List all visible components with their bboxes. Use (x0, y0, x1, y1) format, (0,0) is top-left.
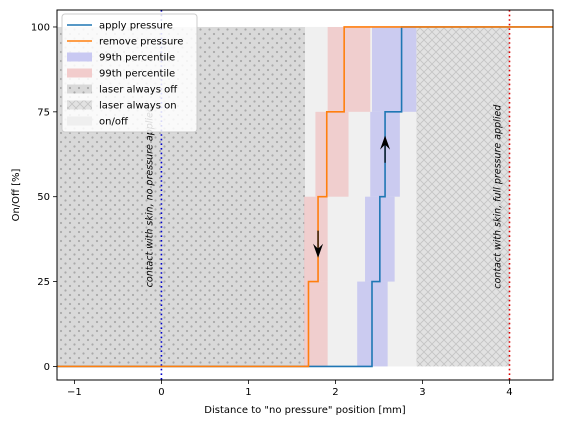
x-tick-label: −1 (67, 387, 82, 398)
legend-swatch-patch (67, 52, 92, 62)
legend-swatch-patch (67, 84, 92, 94)
legend: apply pressure remove pressure 99th percen… (61, 13, 198, 133)
legend-swatch-patch (67, 116, 92, 126)
reference-lines (160, 10, 511, 380)
region-remove-pct (315, 111, 349, 197)
legend-box (61, 13, 198, 133)
region-remove-pct (304, 196, 328, 282)
legend-item-label: 99th percentile (99, 69, 175, 80)
arrow-head-2 (380, 135, 391, 150)
y-tick-label: 25 (37, 277, 50, 288)
region-remove-pct (327, 26, 371, 112)
x-axis-ticks: −1 0 1 2 3 4 (67, 380, 513, 398)
x-axis-label: Distance to "no pressure" position [mm] (204, 405, 406, 416)
reference-line-label-1: contact with skin, no pressure applied (144, 105, 155, 287)
y-axis-ticks: 0 25 50 75 100 (31, 22, 57, 373)
legend-item-label: 99th percentile (99, 53, 175, 64)
reference-line-label-2: contact with skin, full pressure applied (492, 104, 503, 289)
plot-frame (56, 9, 554, 381)
legend-item-label: laser always on (99, 101, 177, 112)
series-lines (57, 26, 553, 368)
region-remove-pct (304, 281, 328, 367)
y-tick-label: 0 (44, 362, 50, 373)
y-tick-label: 50 (37, 192, 50, 203)
region-apply-pct (372, 26, 417, 112)
direction-arrows (313, 135, 391, 258)
x-tick-label: 3 (419, 387, 425, 398)
x-tick-label: 4 (506, 387, 512, 398)
y-axis-label: On/Off [%] (11, 168, 22, 221)
legend-item-label: laser always off (99, 85, 178, 96)
arrow-head-1 (313, 243, 324, 258)
legend-swatch-patch (67, 68, 92, 78)
legend-swatch-patch (67, 100, 92, 110)
y-tick-label: 75 (37, 107, 50, 118)
legend-item-label: remove pressure (99, 37, 183, 48)
series-line-1 (57, 26, 553, 368)
series-line-2 (57, 26, 553, 368)
legend-item-label: apply pressure (99, 21, 173, 32)
x-tick-label: 2 (332, 387, 338, 398)
y-tick-label: 100 (31, 22, 50, 33)
reference-line-labels: contact with skin, no pressure applied co… (144, 104, 503, 289)
x-tick-label: 0 (158, 387, 164, 398)
x-tick-label: 1 (245, 387, 251, 398)
legend-item-label: on/off (99, 117, 129, 128)
region-laser-on (416, 26, 510, 367)
